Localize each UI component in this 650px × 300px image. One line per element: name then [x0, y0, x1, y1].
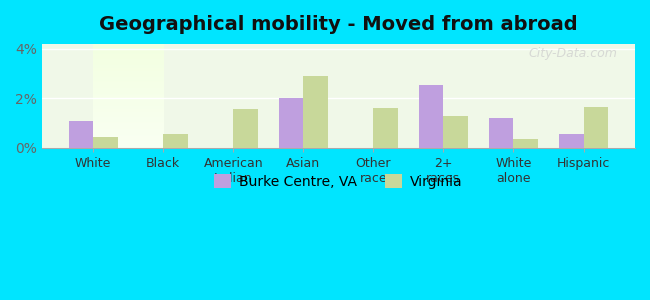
Bar	[279, 98, 304, 148]
Legend: Burke Centre, VA, Virginia: Burke Centre, VA, Virginia	[209, 170, 468, 195]
Bar	[373, 108, 398, 148]
Bar	[69, 121, 93, 148]
Bar	[443, 116, 468, 148]
Title: Geographical mobility - Moved from abroad: Geographical mobility - Moved from abroa…	[99, 15, 578, 34]
Bar	[163, 134, 188, 148]
Bar	[514, 139, 538, 148]
Bar	[304, 76, 328, 148]
Bar	[559, 134, 584, 148]
Bar	[489, 118, 514, 148]
Bar	[233, 110, 258, 148]
Bar	[419, 85, 443, 148]
Text: City-Data.com: City-Data.com	[528, 47, 618, 60]
Bar	[93, 137, 118, 148]
Bar	[584, 107, 608, 148]
